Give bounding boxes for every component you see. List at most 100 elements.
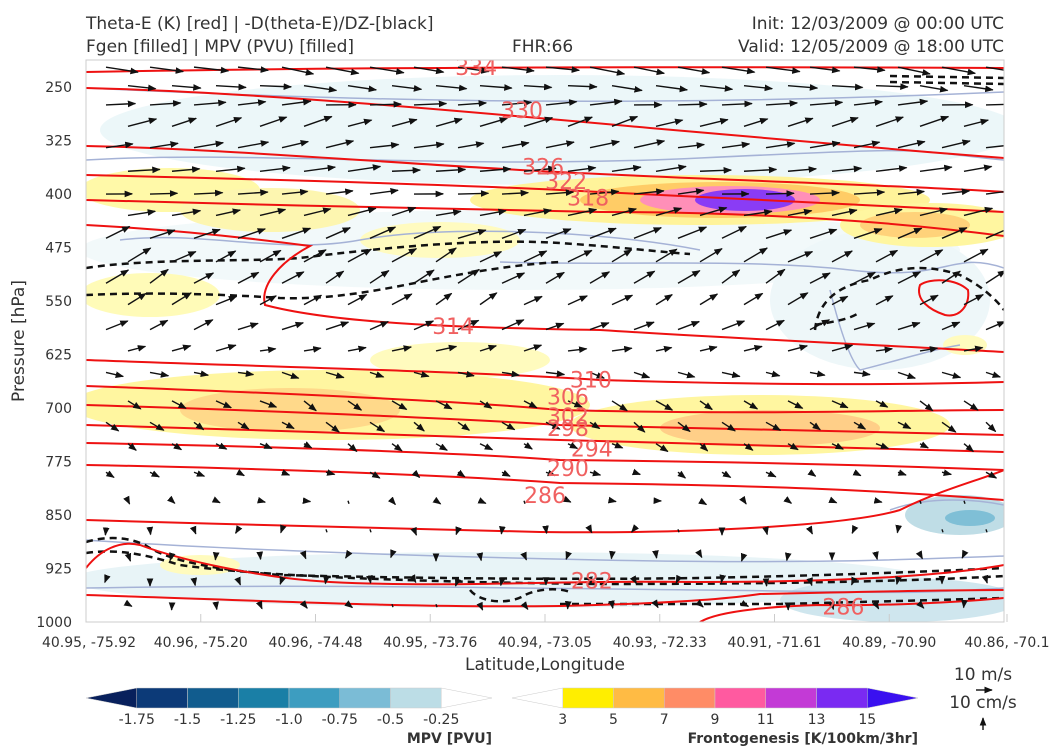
wind-vector <box>193 228 221 239</box>
wind-vector <box>831 165 863 173</box>
wind-vector <box>589 227 617 239</box>
wind-vector <box>347 443 358 453</box>
wind-vector <box>542 525 549 535</box>
wind-vector <box>545 421 561 430</box>
wind-vector <box>719 574 727 584</box>
fgen-colorbar-swatch <box>664 687 716 709</box>
mpv-colorbar-swatch <box>136 687 188 709</box>
wind-vector <box>875 295 894 306</box>
theta-e-label-290: 290 <box>547 457 589 482</box>
wind-vector <box>806 577 813 587</box>
wind-vectors <box>102 66 1004 611</box>
fgen-colorbar-swatch <box>765 687 817 709</box>
stability-contour-dashed <box>86 536 1004 581</box>
wind-vector <box>281 271 305 284</box>
shaded-region <box>86 552 930 608</box>
wind-vector <box>809 319 831 331</box>
fgen-colorbar-tick-label: 3 <box>558 712 567 728</box>
theta-e-label-334: 334 <box>455 56 497 81</box>
wind-vector <box>501 272 526 284</box>
shaded-region <box>180 388 400 432</box>
y-tick-label: 775 <box>45 455 72 471</box>
theta-e-label-302: 302 <box>547 405 589 430</box>
wind-vector <box>545 66 581 73</box>
wind-vector <box>501 319 525 331</box>
wind-vector <box>787 84 819 91</box>
wind-vector <box>828 496 838 504</box>
theta-e-label-306: 306 <box>547 386 589 411</box>
wind-vector <box>501 140 530 149</box>
wind-vector <box>413 141 445 149</box>
wind-vector <box>281 139 310 149</box>
wind-vector <box>655 443 669 453</box>
wind-vector <box>611 207 638 217</box>
wind-vector <box>985 529 988 533</box>
wind-vector <box>279 575 286 585</box>
wind-vector <box>740 552 748 562</box>
wind-vector <box>897 321 921 331</box>
wind-vector <box>853 140 881 149</box>
mpv-colorbar-swatch <box>187 687 239 709</box>
wind-vector <box>149 371 170 378</box>
wind-vector <box>456 469 466 478</box>
mpv-colorbar-tick-label: -1.0 <box>275 712 302 728</box>
wind-vector <box>259 165 291 172</box>
wind-vector <box>325 66 360 76</box>
wind-vector <box>215 400 232 409</box>
wind-vector <box>369 142 400 149</box>
wind-vector <box>853 99 884 106</box>
wind-vector <box>215 250 237 263</box>
wind-vector <box>413 225 442 239</box>
wind-vector <box>941 66 977 76</box>
wind-vector <box>127 117 158 128</box>
wind-vector <box>545 228 572 239</box>
wind-vector <box>303 164 337 172</box>
wind-vector <box>853 322 876 331</box>
wind-vector <box>961 549 969 559</box>
theta-e-isentrope <box>86 359 1004 386</box>
y-tick-label: 700 <box>45 401 72 417</box>
wind-vector <box>127 400 142 410</box>
wind-vector <box>476 601 484 611</box>
wind-vector <box>347 294 368 306</box>
wind-vector <box>149 421 165 431</box>
wind-vector <box>655 345 673 353</box>
wind-vector <box>435 117 463 128</box>
wind-vector <box>281 227 312 239</box>
theta-e-label-322: 322 <box>545 170 587 195</box>
stability-contour-dashed <box>86 260 561 300</box>
shaded-region <box>860 212 970 238</box>
shaded-region <box>660 410 880 446</box>
wind-vector <box>479 400 493 409</box>
wind-vector <box>411 469 421 479</box>
wind-vector <box>853 370 871 377</box>
wind-vector <box>391 84 423 92</box>
wind-vector <box>255 600 263 610</box>
wind-vector <box>391 345 413 352</box>
stability-contour-dashed <box>814 310 861 327</box>
wind-vector <box>941 469 953 476</box>
wind-vector <box>740 599 750 607</box>
wind-vector <box>743 84 774 92</box>
theta-e-isentrope <box>86 464 1004 501</box>
wind-vector <box>721 100 753 108</box>
wind-vector <box>985 321 1004 331</box>
mpv-contour-line <box>86 585 1004 594</box>
wind-vector <box>787 166 818 173</box>
wind-vector <box>479 292 498 306</box>
wind-vector <box>567 83 598 90</box>
wind-vector <box>303 400 317 412</box>
wind-vector <box>739 495 747 505</box>
wind-vector <box>567 442 579 450</box>
wind-vector <box>586 576 593 586</box>
wind-vector <box>897 227 923 239</box>
wind-vector <box>193 99 227 107</box>
wind-vector <box>655 207 683 217</box>
theta-e-label-310: 310 <box>570 369 612 394</box>
wind-vector <box>105 141 134 149</box>
wind-vector <box>652 550 659 559</box>
wind-vector <box>897 66 931 76</box>
y-tick-label: 475 <box>45 241 72 257</box>
wind-vector <box>523 295 543 306</box>
wind-vector <box>545 271 565 284</box>
